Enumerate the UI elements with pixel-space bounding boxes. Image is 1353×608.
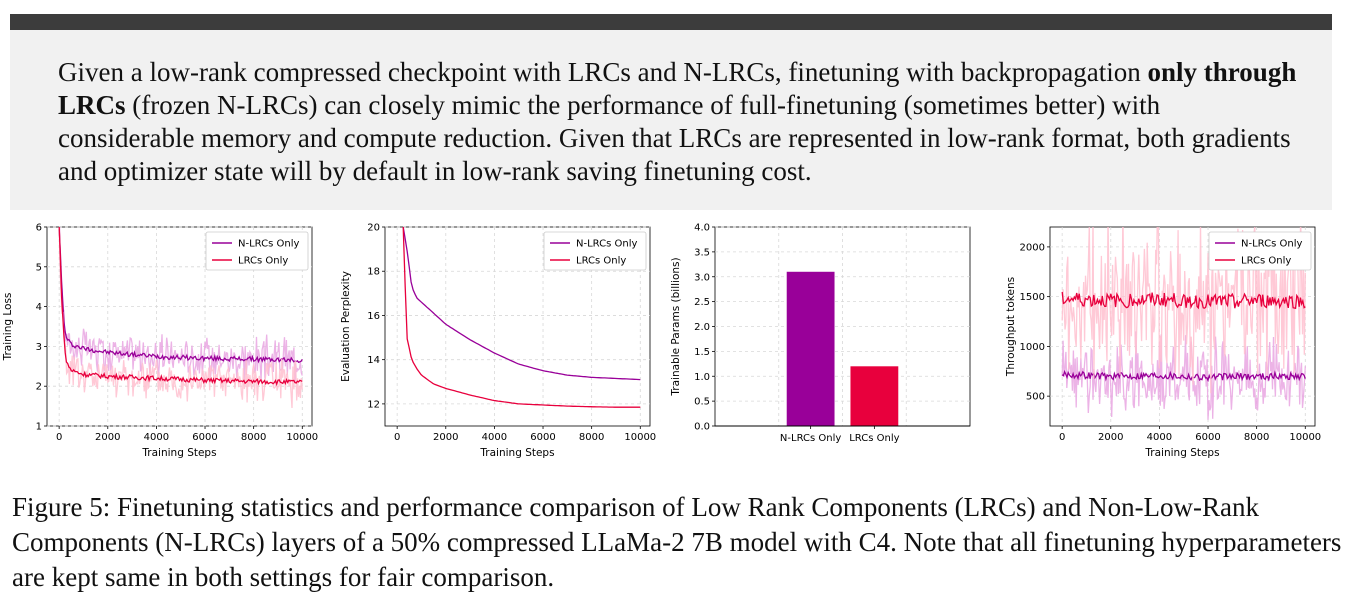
y-tick-label: 5 [36, 262, 42, 273]
y-tick-label: 1000 [1020, 342, 1045, 353]
x-tick-label: 10000 [286, 432, 318, 443]
x-tick-label: 2000 [95, 432, 120, 443]
y-tick-label: 18 [367, 267, 380, 278]
series-line [1061, 291, 1306, 310]
figure-charts: Training Loss Training Steps 1 2 3 4 5 6 0 2000 40… [0, 214, 1353, 474]
legend-label: LRCs Only [1241, 256, 1291, 267]
x-tick-label: 8000 [1244, 432, 1269, 443]
callout-box [10, 30, 1332, 210]
y-tick-label: 16 [367, 311, 380, 322]
series-line [1061, 369, 1306, 383]
plot-area [1061, 227, 1306, 420]
y-tick-label: 500 [1026, 392, 1045, 403]
x-tick-label: 0 [394, 432, 400, 443]
y-axis-label: Trainable Params (billions) [670, 257, 682, 396]
y-tick-label: 0.0 [694, 422, 710, 433]
x-tick-label: N-LRCs Only [780, 433, 841, 444]
legend-label: LRCs Only [576, 256, 626, 267]
x-tick-label: 0 [1059, 432, 1065, 443]
y-tick-label: 2000 [1020, 242, 1045, 253]
x-tick-label: LRCs Only [849, 433, 899, 444]
x-tick-label: 0 [56, 432, 62, 443]
y-tick-label: 0.5 [694, 397, 710, 408]
y-tick-label: 4 [36, 302, 42, 313]
x-tick-label: 4000 [482, 432, 507, 443]
bar [850, 366, 899, 426]
legend-label: N-LRCs Only [576, 239, 637, 250]
y-axis-label: Evaluation Perplexity [340, 271, 352, 382]
x-tick-label: 6000 [530, 432, 555, 443]
y-tick-label: 1500 [1020, 292, 1045, 303]
plot-area [402, 227, 641, 408]
x-tick-label: 10000 [1289, 432, 1321, 443]
x-axis-label: Training Steps [479, 447, 554, 459]
legend-label: N-LRCs Only [238, 239, 299, 250]
series-line [58, 227, 303, 387]
y-tick-label: 2 [36, 382, 42, 393]
x-tick-label: 8000 [579, 432, 604, 443]
x-tick-label: 4000 [1147, 432, 1172, 443]
trainable-params-chart: Trainable Params (billions) 0.0 0.5 1.0 1.5 2… [670, 223, 971, 444]
x-tick-label: 4000 [144, 432, 169, 443]
y-tick-label: 4.0 [694, 223, 710, 234]
y-tick-label: 2.0 [694, 322, 710, 333]
y-axis-label: Throughput tokens [1005, 277, 1017, 377]
series-line [58, 228, 303, 364]
y-tick-label: 1.0 [694, 372, 710, 383]
y-tick-label: 12 [367, 399, 380, 410]
x-axis-label: Training Steps [141, 447, 216, 459]
y-tick-label: 20 [367, 223, 380, 234]
legend-label: N-LRCs Only [1241, 239, 1302, 250]
bar [786, 271, 835, 426]
x-tick-label: 8000 [241, 432, 266, 443]
x-tick-label: 10000 [624, 432, 656, 443]
training-loss-chart: Training Loss Training Steps 1 2 3 4 5 6 0 2000 40… [2, 223, 318, 460]
y-tick-label: 6 [36, 223, 42, 234]
y-tick-label: 14 [367, 355, 380, 366]
callout-text-part2: (frozen N-LRCs) can closely mimic the pe… [58, 90, 1291, 186]
y-tick-label: 1 [36, 422, 42, 433]
series-noise-band [1061, 227, 1306, 394]
y-tick-label: 2.5 [694, 297, 710, 308]
y-tick-label: 1.5 [694, 347, 710, 358]
x-axis-label: Training Steps [1144, 447, 1219, 459]
plot-area [58, 227, 303, 409]
x-tick-label: 2000 [1098, 432, 1123, 443]
y-axis-label: Training Loss [2, 293, 14, 362]
evaluation-perplexity-chart: Evaluation Perplexity Training Steps 12 14 1… [340, 223, 656, 460]
y-tick-label: 3.5 [694, 247, 710, 258]
series-line [402, 227, 641, 381]
callout-bold-phrase: only through LRCs [58, 57, 1297, 120]
series-line [402, 227, 641, 408]
y-tick-label: 3 [36, 342, 42, 353]
callout-text-part1: Given a low-rank compressed checkpoint w… [58, 57, 1148, 87]
callout-text: Given a low-rank compressed checkpoint w… [58, 56, 1298, 188]
x-tick-label: 6000 [1195, 432, 1220, 443]
x-tick-label: 6000 [192, 432, 217, 443]
y-tick-label: 3.0 [694, 272, 710, 283]
figure-caption: Figure 5: Finetuning statistics and perf… [12, 492, 1342, 592]
x-tick-label: 2000 [433, 432, 458, 443]
callout-top-bar [10, 14, 1332, 30]
throughput-chart: Throughput tokens Training Steps 500 1000 15… [1005, 226, 1321, 459]
legend-label: LRCs Only [238, 256, 288, 267]
